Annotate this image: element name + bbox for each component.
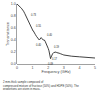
svg-text:3: 3: [63, 66, 65, 70]
svg-text:5: 5: [94, 66, 96, 70]
svg-text:1.0: 1.0: [11, 2, 16, 6]
svg-text:2: 2: [47, 66, 49, 70]
svg-text:1: 1: [32, 66, 34, 70]
svg-text:0.0: 0.0: [11, 62, 16, 66]
svg-text:0.40: 0.40: [36, 43, 42, 47]
svg-text:0: 0: [16, 66, 18, 70]
svg-text:2 mm-thick sample composed ofc: 2 mm-thick sample composed ofcompressed …: [3, 80, 79, 90]
svg-text:0.4: 0.4: [11, 38, 16, 42]
svg-text:Frequency (GHz): Frequency (GHz): [41, 70, 71, 74]
svg-text:0.6: 0.6: [11, 26, 16, 30]
svg-text:0.2: 0.2: [11, 50, 16, 54]
svg-text:0.17: 0.17: [52, 57, 58, 61]
svg-text:0.55: 0.55: [36, 24, 42, 28]
svg-text:0.40: 0.40: [47, 33, 53, 37]
svg-text:4: 4: [78, 66, 80, 70]
svg-text:Transmittance: Transmittance: [6, 22, 10, 46]
svg-text:0.09: 0.09: [48, 62, 54, 66]
svg-text:0.8: 0.8: [11, 14, 16, 18]
svg-text:0.73: 0.73: [31, 13, 37, 17]
svg-text:0.19: 0.19: [54, 45, 60, 49]
